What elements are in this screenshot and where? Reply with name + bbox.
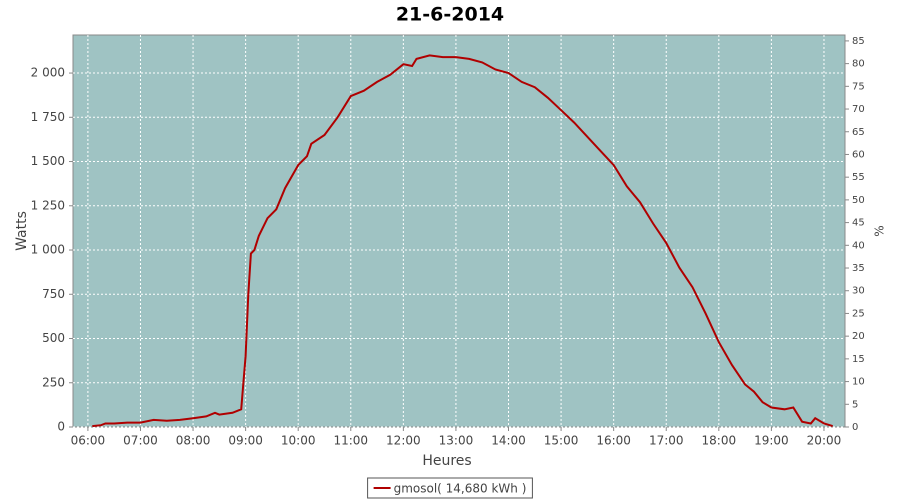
y2-tick-label: 10 (852, 377, 865, 388)
x-tick-label: 11:00 (333, 434, 368, 448)
y2-tick-label: 50 (852, 195, 865, 206)
x-tick-label: 17:00 (649, 434, 684, 448)
y2-tick-label: 80 (852, 59, 865, 70)
y-tick-label: 250 (42, 375, 65, 389)
x-axis-label: Heures (422, 453, 471, 469)
y2-axis-label: % (873, 225, 887, 236)
x-tick-label: 08:00 (176, 434, 211, 448)
x-tick-label: 06:00 (71, 434, 106, 448)
y-axis-label: Watts (14, 211, 30, 251)
x-tick-label: 18:00 (702, 434, 737, 448)
y2-tick-label: 75 (852, 81, 865, 92)
y2-tick-label: 85 (852, 36, 865, 47)
y-tick-label: 500 (42, 331, 65, 345)
y-tick-label: 750 (42, 287, 65, 301)
x-tick-label: 16:00 (596, 434, 631, 448)
plot-area (72, 34, 846, 428)
y2-tick-label: 5 (852, 399, 858, 410)
x-tick-label: 10:00 (281, 434, 316, 448)
chart-title: 21-6-2014 (396, 4, 504, 26)
y-tick-label: 1 500 (31, 154, 65, 168)
x-tick-label: 12:00 (386, 434, 421, 448)
y-tick-label: 1 000 (31, 243, 65, 257)
y2-tick-label: 25 (852, 308, 865, 319)
y2-tick-label: 15 (852, 354, 865, 365)
y2-tick-label: 65 (852, 127, 865, 138)
y2-tick-label: 0 (852, 422, 858, 433)
y-tick-label: 0 (57, 420, 65, 434)
x-tick-label: 07:00 (123, 434, 158, 448)
legend-label: gmosol( 14,680 kWh ) (394, 482, 527, 496)
data-line (92, 54, 833, 428)
y2-tick-label: 30 (852, 286, 865, 297)
x-tick-label: 09:00 (228, 434, 263, 448)
y2-tick-label: 20 (852, 331, 865, 342)
x-tick-label: 13:00 (439, 434, 474, 448)
x-tick-label: 20:00 (807, 434, 842, 448)
y2-tick-label: 40 (852, 240, 865, 251)
y2-tick-label: 60 (852, 149, 865, 160)
x-tick-label: 19:00 (754, 434, 789, 448)
y2-tick-label: 55 (852, 172, 865, 183)
y2-tick-label: 70 (852, 104, 865, 115)
legend: gmosol( 14,680 kWh ) (367, 477, 533, 499)
y2-tick-label: 35 (852, 263, 865, 274)
y-tick-label: 1 750 (31, 110, 65, 124)
x-tick-label: 15:00 (544, 434, 579, 448)
y-tick-label: 1 250 (31, 198, 65, 212)
x-tick-label: 14:00 (491, 434, 526, 448)
y-tick-label: 2 000 (31, 66, 65, 80)
y2-tick-label: 45 (852, 218, 865, 229)
legend-box (367, 477, 533, 499)
